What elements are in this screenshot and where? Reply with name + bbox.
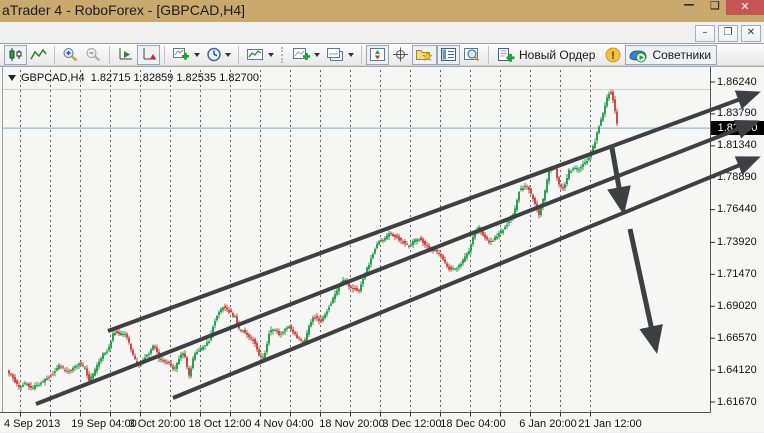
toolbar-separator	[488, 45, 489, 64]
chart-ohlc-label: GBPCAD,H4 1.82715 1.82859 1.82535 1.8270…	[8, 72, 259, 84]
time-axis-label: 21 Jan 12:00	[578, 418, 642, 430]
warning-icon: !	[604, 47, 622, 63]
price-axis-label: 1.83790	[717, 107, 757, 120]
time-axis-label: 18 Dec 04:00	[440, 418, 506, 430]
expert-advisors-button[interactable]: Советники	[625, 44, 718, 65]
ohlc-close: 1.82700	[219, 72, 259, 84]
ohlc-low: 1.82535	[176, 72, 217, 84]
dropdown-arrow-icon[interactable]	[314, 52, 320, 57]
ohlc-high: 1.82859	[133, 72, 174, 84]
chart-minimize-button[interactable]: –	[695, 25, 715, 42]
chart-shift-button[interactable]	[137, 44, 160, 65]
price-axis-label: 1.61670	[717, 395, 757, 408]
window-close-button[interactable]: ✕	[726, 0, 764, 15]
candlestick-icon	[7, 47, 24, 62]
auto-scroll-icon	[117, 47, 134, 62]
price-axis-label: 1.64120	[717, 363, 757, 376]
dropdown-arrow-icon[interactable]	[225, 52, 231, 57]
auto-scroll-button[interactable]	[114, 45, 137, 65]
toolbar-separator	[109, 45, 110, 64]
window-maximize-button[interactable]: ❑	[710, 0, 720, 12]
dropdown-arrow-icon[interactable]	[194, 52, 200, 57]
price-axis-label: 1.81340	[717, 139, 757, 152]
ohlc-open: 1.82715	[90, 72, 131, 84]
crosshair-icon	[392, 47, 409, 62]
price-axis-label: 1.76440	[717, 203, 757, 216]
new-chart-button[interactable]	[169, 45, 203, 65]
price-axis-label: 1.66570	[717, 331, 757, 344]
toolbar-drag-handle[interactable]	[281, 46, 285, 63]
toolbar-separator	[54, 45, 55, 64]
up-down-arrows-icon	[369, 47, 386, 62]
menu-bar: – ❐ ✕	[0, 22, 764, 44]
data-window-button[interactable]	[437, 44, 460, 65]
dropdown-arrow-icon[interactable]	[348, 52, 354, 57]
price-axis-label: 1.73920	[717, 235, 757, 248]
crosshair-button[interactable]	[389, 45, 412, 65]
chart-window[interactable]: 1.86240 1.83790 1.81340 1.78890 1.76440 1.739…	[0, 66, 764, 432]
toolbar-separator	[164, 45, 165, 64]
list-icon	[440, 47, 457, 62]
expert-advisors-label: Советники	[652, 47, 712, 62]
window-titlebar: aTrader 4 - RoboForex - [GBPCAD,H4] — ❑ …	[0, 0, 764, 22]
line-chart-button[interactable]	[27, 45, 50, 65]
chart-symbol-period: GBPCAD,H4	[21, 72, 85, 84]
zoom-out-button[interactable]	[82, 45, 105, 65]
chart-shift-icon	[140, 47, 157, 62]
time-axis-label: 4 Nov 04:00	[254, 418, 314, 430]
time-axis-label: 18 Oct 12:00	[188, 418, 252, 430]
templates-button[interactable]	[323, 45, 357, 65]
price-axis-label: 1.78890	[717, 171, 757, 184]
time-axis-label: 6 Jan 20:00	[519, 418, 577, 430]
add-indicator-button[interactable]	[289, 45, 323, 65]
tester-magnifier-icon	[463, 47, 481, 62]
indicators-icon	[246, 47, 265, 62]
add-indicator-icon	[292, 47, 311, 62]
zoom-in-icon	[62, 47, 79, 62]
toolbar-separator	[361, 45, 362, 64]
strategy-tester-button[interactable]	[460, 45, 484, 65]
axis-labels-layer: 1.86240 1.83790 1.81340 1.78890 1.76440 1.739…	[0, 67, 764, 432]
window-title: aTrader 4 - RoboForex - [GBPCAD,H4]	[2, 2, 246, 18]
time-axis-label: 4 Sep 2013	[4, 418, 61, 430]
dropdown-arrow-icon[interactable]	[268, 52, 274, 57]
triangle-down-icon	[8, 75, 16, 82]
time-axis-label: 19 Sep 04:00	[71, 418, 137, 430]
price-axis-label: 1.71470	[717, 267, 757, 280]
favorites-button[interactable]	[412, 44, 437, 65]
chart-restore-button[interactable]: ❐	[718, 25, 738, 42]
clock-icon	[206, 47, 222, 62]
zoom-in-button[interactable]	[59, 45, 82, 65]
line-chart-icon	[30, 47, 47, 62]
window-minimize-button[interactable]: —	[683, 0, 695, 11]
new-chart-icon	[172, 47, 191, 62]
new-order-label: Новый Ордер	[519, 47, 596, 62]
time-axis-label: 3 Oct 20:00	[128, 418, 186, 430]
zoom-out-icon	[85, 47, 102, 62]
folder-star-icon	[415, 47, 434, 62]
warning-glyph: !	[612, 50, 616, 62]
time-axis-label: 3 Dec 12:00	[382, 418, 442, 430]
candlestick-chart-button[interactable]	[4, 44, 27, 65]
price-axis-label: 1.86240	[717, 75, 757, 88]
time-axis-label: 18 Nov 20:00	[319, 418, 385, 430]
price-axis-label: 1.69020	[717, 299, 757, 312]
templates-icon	[326, 47, 345, 62]
new-order-button[interactable]: Новый Ордер	[493, 45, 601, 65]
indicators-button[interactable]	[243, 45, 277, 65]
current-price-box: 1.82700	[711, 121, 764, 136]
expert-advisor-hat-icon	[628, 47, 648, 63]
toolbar: Новый Ордер ! Советники	[0, 44, 764, 66]
new-order-icon	[496, 47, 515, 63]
chart-close-button[interactable]: ✕	[741, 25, 761, 42]
warning-button[interactable]: !	[601, 45, 625, 65]
toolbar-separator	[238, 45, 239, 64]
trade-levels-toggle-button[interactable]	[366, 44, 389, 65]
periods-button[interactable]	[203, 45, 234, 65]
